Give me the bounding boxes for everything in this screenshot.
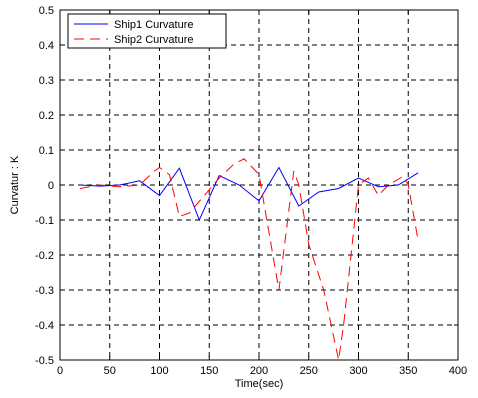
y-tick-label: 0.2 xyxy=(39,110,54,122)
series-layer xyxy=(79,158,419,361)
x-tick-label: 250 xyxy=(300,365,318,377)
x-tick-label: 150 xyxy=(200,365,218,377)
x-tick-label: 300 xyxy=(349,365,367,377)
x-tick-label: 0 xyxy=(57,365,63,377)
x-tick-label: 350 xyxy=(399,365,417,377)
y-tick-label: 0.1 xyxy=(39,145,54,157)
legend-label-ship1: Ship1 Curvature xyxy=(114,19,194,31)
legend-box xyxy=(67,13,227,49)
ticks xyxy=(59,9,459,361)
y-tick-label: 0.5 xyxy=(39,5,54,17)
series-line-1 xyxy=(79,166,419,222)
legend-label-ship2: Ship2 Curvature xyxy=(114,34,194,46)
x-tick-label: 200 xyxy=(250,365,268,377)
y-tick-label: 0.3 xyxy=(39,75,54,87)
x-tick-label: 400 xyxy=(449,365,467,377)
x-axis-label: Time(sec) xyxy=(235,378,283,390)
x-tick-label: 100 xyxy=(150,365,168,377)
y-tick-label: -0.5 xyxy=(35,355,54,367)
legend: Ship1 Curvature Ship2 Curvature xyxy=(67,13,227,49)
x-tick-label: 50 xyxy=(104,365,116,377)
y-tick-label: 0.4 xyxy=(39,40,54,52)
series-line-2 xyxy=(79,158,419,361)
y-tick-label: -0.3 xyxy=(35,285,54,297)
y-tick-label: -0.2 xyxy=(35,250,54,262)
y-tick-label: -0.4 xyxy=(35,320,54,332)
y-tick-label: -0.1 xyxy=(35,215,54,227)
y-axis-label: Curvatur : K xyxy=(9,155,21,214)
tick-labels: 0 50 100 150 200 250 300 350 400 0.5 0.4 0.3 0.2 0.1 0… xyxy=(35,5,467,377)
y-tick-label: 0 xyxy=(48,180,54,192)
